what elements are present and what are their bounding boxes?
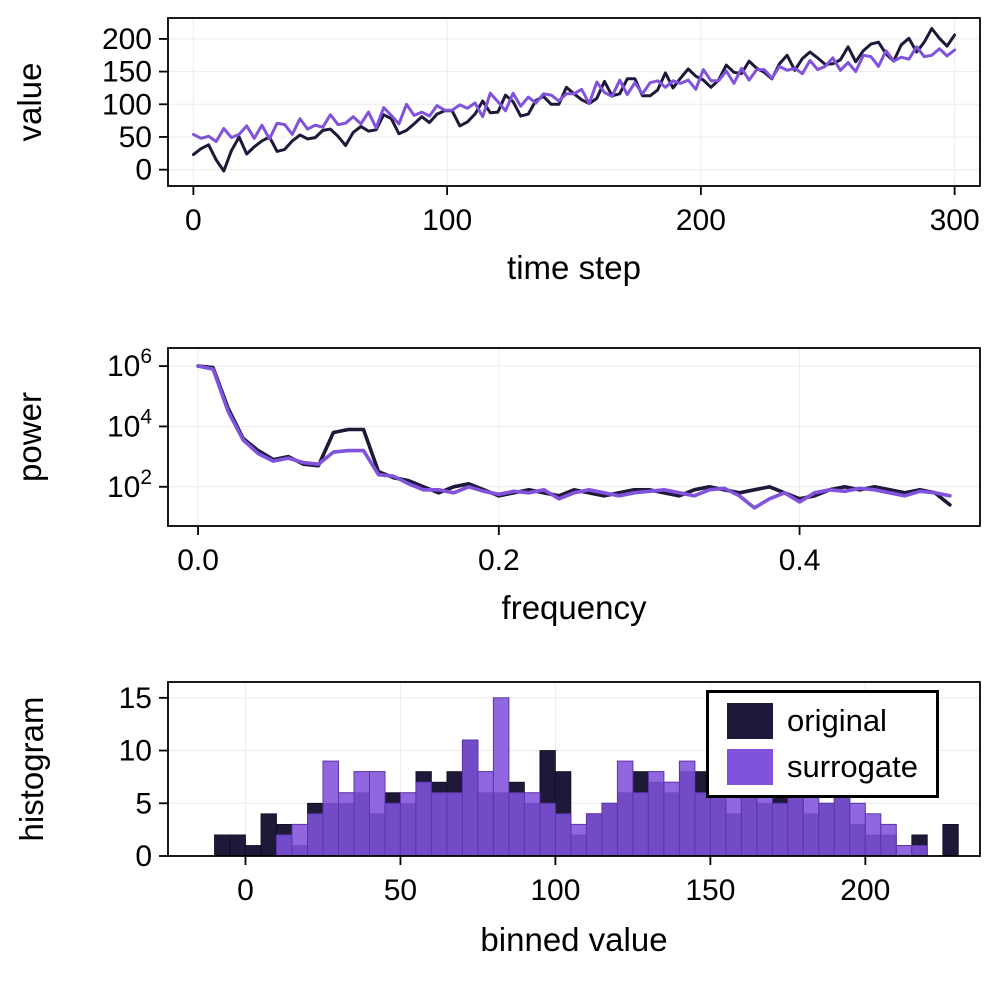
x-tick-label: 300 — [930, 204, 980, 237]
y-tick-label: 106 — [107, 345, 152, 383]
hist-bar-surrogate — [616, 760, 634, 857]
hist-bar-surrogate — [338, 792, 355, 857]
hist-bar-surrogate — [740, 792, 758, 857]
y-tick-label: 50 — [119, 121, 152, 154]
plot-frame — [167, 347, 981, 527]
hist-bar-surrogate — [307, 813, 324, 857]
y-tick-label: 0 — [135, 154, 152, 187]
plot-frame — [167, 681, 981, 857]
subplot-3: 0 50 100 150 200 0 5 10 15 — [119, 681, 981, 907]
legend-item-surrogate: surrogate — [727, 749, 918, 785]
x-tick-label: 0.2 — [478, 544, 520, 577]
hist-bar-surrogate — [384, 802, 401, 857]
x-axis-label-frequency: frequency — [501, 589, 647, 626]
y-tick-label: 10 — [119, 735, 152, 768]
x-tick-label: 0 — [237, 874, 254, 907]
series-original — [196, 364, 952, 507]
y-tick-label: 102 — [107, 466, 152, 504]
x-tick-label: 0.0 — [177, 544, 219, 577]
legend-item-original: original — [727, 703, 918, 739]
hist-bar-surrogate — [818, 802, 835, 857]
legend: original surrogate — [706, 690, 939, 798]
x-axis-label-binned-value: binned value — [480, 921, 668, 958]
hist-bar-surrogate — [291, 823, 308, 857]
hist-bar-surrogate — [771, 802, 789, 857]
hist-bar-surrogate — [430, 792, 448, 857]
y-tick-label: 15 — [119, 682, 152, 715]
x-tick-label: 200 — [676, 204, 726, 237]
legend-label-surrogate: surrogate — [787, 749, 918, 784]
y-tick-label: 5 — [135, 787, 152, 820]
y-tick-label: 0 — [135, 840, 152, 873]
hist-bar-original — [260, 813, 277, 857]
x-tick-label: 150 — [685, 874, 735, 907]
legend-label-original: original — [787, 703, 887, 738]
hist-bar-surrogate — [864, 813, 882, 857]
hist-bar-surrogate — [849, 802, 866, 857]
x-tick-label: 50 — [384, 874, 417, 907]
hist-bar-surrogate — [694, 792, 711, 857]
hist-bar-original — [229, 834, 246, 857]
hist-bar-surrogate — [461, 739, 479, 857]
hist-bar-surrogate — [554, 813, 572, 857]
hist-bar-surrogate — [787, 792, 804, 857]
x-tick-label: 0 — [185, 204, 202, 237]
hist-bar-surrogate — [601, 802, 618, 857]
hist-bar-surrogate — [880, 823, 897, 857]
legend-swatch-surrogate — [727, 749, 773, 785]
hist-bar-surrogate — [678, 760, 696, 857]
hist-bar-surrogate — [276, 834, 293, 857]
hist-bar-surrogate — [446, 792, 463, 857]
y-axis-label-value: value — [11, 62, 48, 142]
hist-bar-surrogate — [492, 697, 510, 857]
hist-bar-surrogate — [399, 792, 417, 857]
hist-bar-surrogate — [585, 813, 603, 857]
x-tick-label: 0.4 — [779, 544, 821, 577]
hist-bar-original — [214, 834, 231, 857]
x-tick-label: 200 — [840, 874, 890, 907]
y-tick-label: 104 — [107, 405, 152, 443]
hist-bar-surrogate — [415, 781, 432, 857]
subplot-2: 0.0 0.2 0.4 102 104 106 — [107, 345, 981, 577]
hist-bar-surrogate — [508, 792, 525, 857]
hist-bar-surrogate — [663, 781, 680, 857]
hist-bar-surrogate — [802, 792, 820, 857]
hist-bar-surrogate — [322, 760, 339, 857]
hist-bar-original — [942, 824, 959, 857]
y-tick-label: 200 — [102, 23, 152, 56]
hist-bar-surrogate — [369, 771, 386, 857]
x-tick-label: 100 — [422, 204, 472, 237]
hist-bar-original — [245, 845, 262, 857]
hist-bar-surrogate — [632, 792, 649, 857]
series-surrogate — [191, 45, 957, 143]
series-original — [191, 27, 957, 173]
y-tick-label: 150 — [102, 56, 152, 89]
hist-bar-surrogate — [523, 792, 541, 857]
legend-swatch-original — [727, 703, 773, 739]
y-axis-label-histogram: histogram — [13, 696, 50, 842]
hist-bar-surrogate — [911, 845, 928, 857]
hist-bar-surrogate — [353, 771, 370, 857]
plot-frame — [167, 17, 981, 187]
hist-bar-surrogate — [539, 802, 556, 857]
x-axis-label-time-step: time step — [507, 249, 641, 286]
hist-bar-surrogate — [647, 771, 665, 857]
x-tick-label: 100 — [530, 874, 580, 907]
y-tick-label: 100 — [102, 88, 152, 121]
series-surrogate — [196, 364, 952, 510]
hist-bar-surrogate — [477, 771, 494, 857]
hist-bar-surrogate — [570, 823, 587, 857]
hist-bar-surrogate — [895, 845, 913, 857]
y-axis-label-power: power — [11, 392, 48, 482]
